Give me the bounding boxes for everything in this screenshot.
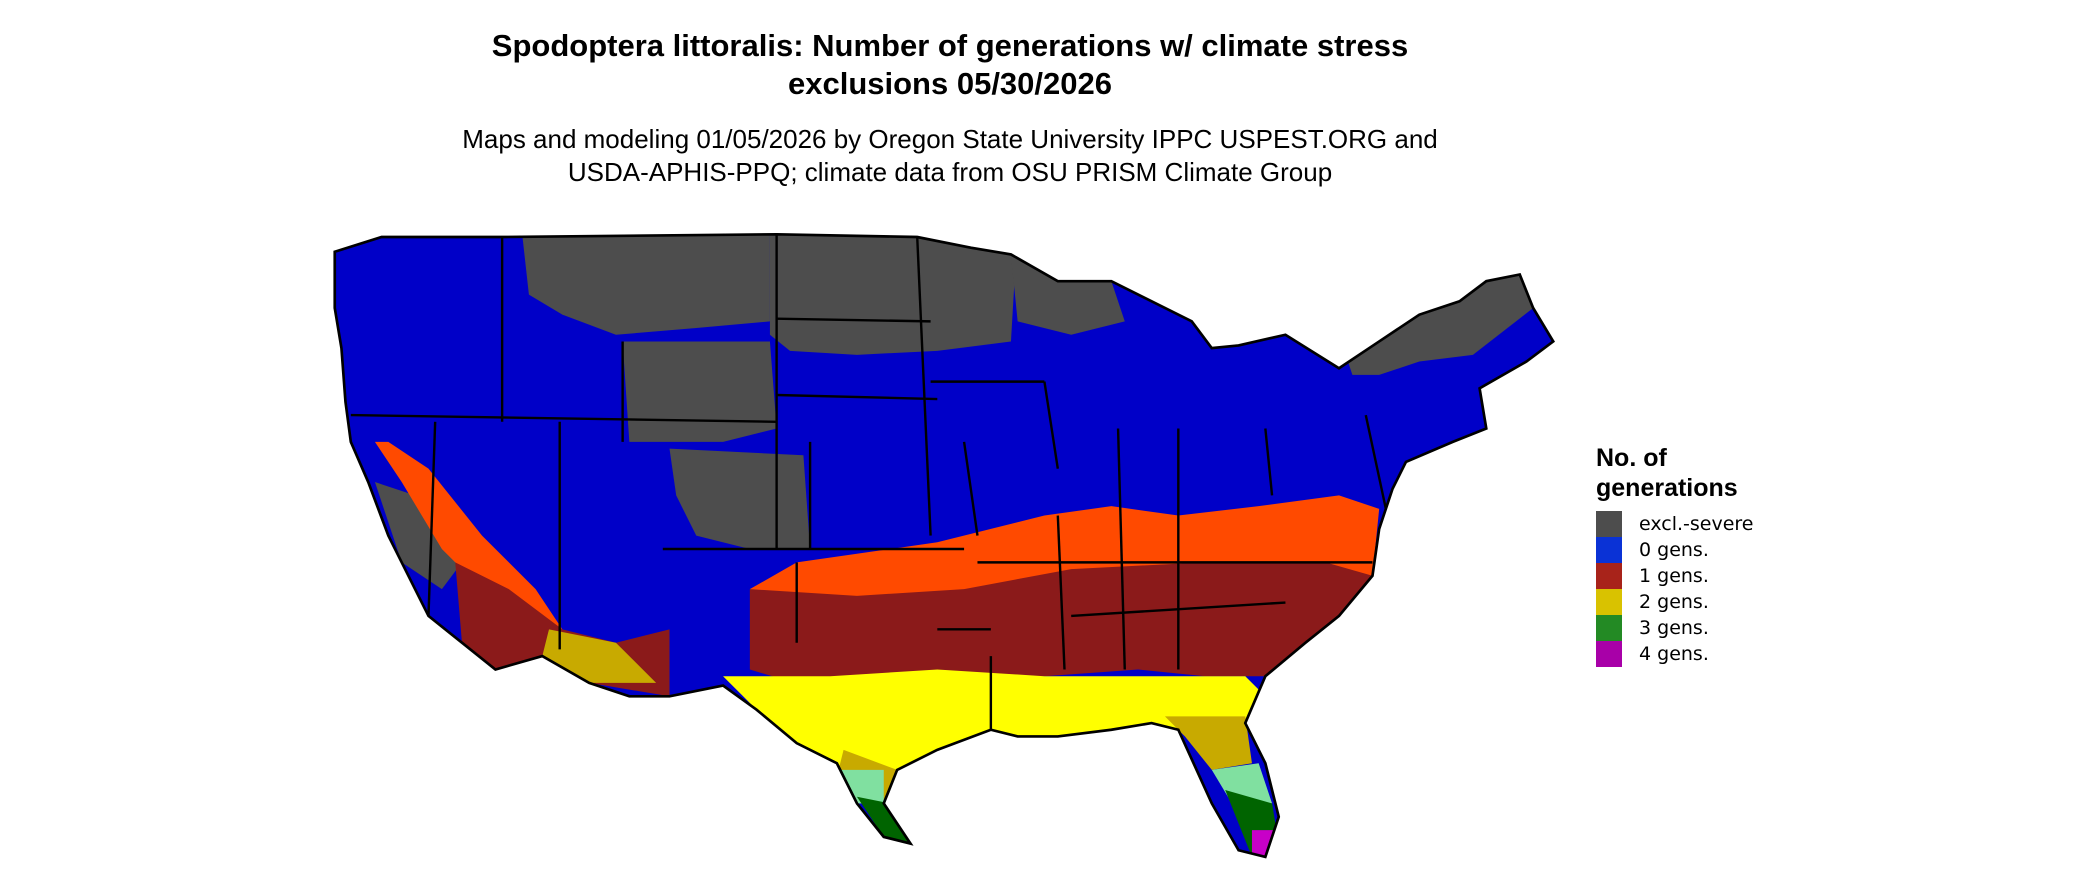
region-excluded	[374, 482, 462, 590]
state-borders	[350, 234, 1388, 730]
legend-label: excl.-severe	[1639, 513, 1754, 535]
legend-swatch	[1596, 563, 1622, 589]
legend-label: 1 gens.	[1639, 565, 1709, 587]
region-three-low	[836, 769, 884, 804]
region-two-high	[542, 629, 657, 683]
state-border	[1056, 515, 1066, 670]
region-excluded	[769, 234, 1018, 355]
state-border	[350, 413, 777, 423]
state-border	[427, 421, 437, 616]
region-two-high	[1164, 716, 1252, 770]
legend-item: 4 gens.	[1596, 641, 1754, 667]
legend-item: 2 gens.	[1596, 589, 1754, 615]
map-subtitle-line-1: Maps and modeling 01/05/2026 by Oregon S…	[462, 124, 1438, 154]
state-border	[916, 236, 932, 536]
legend-swatch	[1596, 511, 1622, 537]
legend: No. of generations excl.-severe 0 gens. 1 …	[1596, 443, 1754, 667]
state-border	[1116, 428, 1126, 670]
legend-item: excl.-severe	[1596, 511, 1754, 537]
state-border	[1264, 428, 1274, 496]
legend-label: 4 gens.	[1639, 643, 1709, 665]
legend-item: 0 gens.	[1596, 537, 1754, 563]
state-border	[1364, 414, 1388, 510]
us-generations-map	[333, 232, 1556, 859]
legend-item: 3 gens.	[1596, 615, 1754, 641]
legend-swatch	[1596, 589, 1622, 615]
map-title-line-1: Spodoptera littoralis: Number of generat…	[491, 28, 1409, 63]
legend-swatch	[1596, 641, 1622, 667]
map-title-line-2: exclusions 05/30/2026	[787, 66, 1112, 101]
region-excluded	[669, 448, 811, 549]
map-subtitle-line-2: USDA-APHIS-PPQ; climate data from OSU PR…	[567, 157, 1333, 187]
region-excluded	[522, 234, 770, 335]
region-excluded	[1010, 254, 1125, 335]
legend-label: 0 gens.	[1639, 539, 1709, 561]
state-border	[1071, 601, 1286, 618]
legend-title-line-2: generations	[1596, 474, 1738, 502]
region-one-high	[749, 562, 1373, 690]
state-border	[776, 393, 938, 401]
region-excluded	[622, 341, 777, 442]
legend-title-line-1: No. of	[1596, 444, 1667, 472]
region-three-high	[856, 796, 911, 844]
state-border	[962, 441, 979, 536]
region-excluded	[1339, 274, 1534, 375]
legend-label: 3 gens.	[1639, 617, 1709, 639]
legend-swatch	[1596, 615, 1622, 641]
legend-swatch	[1596, 537, 1622, 563]
region-two-low	[723, 669, 1266, 777]
state-border	[1043, 381, 1060, 469]
us-outline	[333, 232, 1556, 859]
region-one-low	[374, 441, 563, 630]
legend-item: 1 gens.	[1596, 563, 1754, 589]
state-border	[776, 317, 931, 323]
legend-label: 2 gens.	[1639, 591, 1709, 613]
